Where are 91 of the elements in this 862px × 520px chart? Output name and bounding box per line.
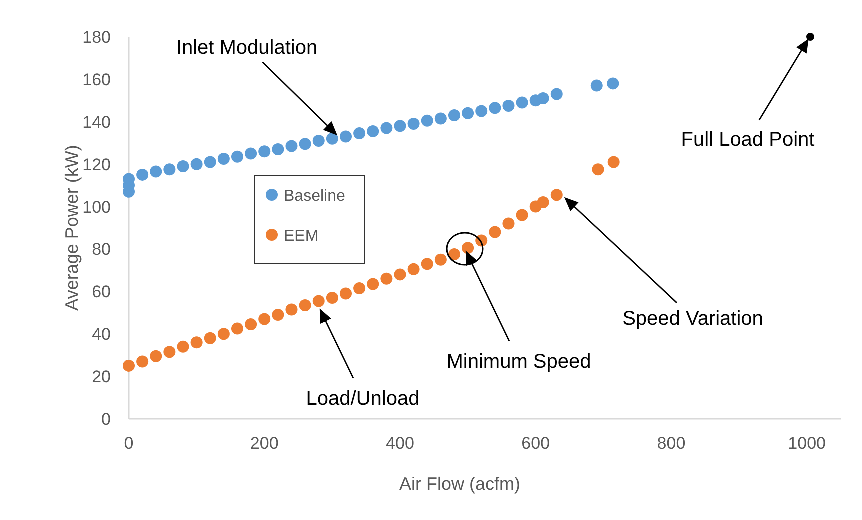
point bbox=[434, 254, 447, 266]
point bbox=[258, 146, 271, 158]
point bbox=[502, 218, 515, 230]
point bbox=[434, 112, 447, 125]
point bbox=[516, 96, 528, 109]
y-tick-label: 60 bbox=[92, 282, 111, 302]
y-tick-label: 20 bbox=[92, 368, 111, 387]
point bbox=[326, 292, 338, 304]
point bbox=[408, 263, 420, 276]
annotation: Inlet Modulation bbox=[176, 37, 318, 59]
point bbox=[164, 346, 176, 358]
point bbox=[592, 164, 604, 176]
point bbox=[608, 156, 620, 168]
point bbox=[272, 309, 284, 322]
point bbox=[326, 132, 338, 145]
point bbox=[607, 78, 620, 90]
point bbox=[204, 156, 216, 168]
point bbox=[462, 107, 474, 120]
point bbox=[537, 92, 550, 105]
point bbox=[367, 125, 380, 138]
point bbox=[218, 153, 230, 166]
x-tick-label: 600 bbox=[522, 434, 550, 453]
point bbox=[340, 288, 352, 300]
point bbox=[218, 328, 230, 340]
point bbox=[550, 88, 563, 100]
point bbox=[354, 128, 366, 140]
point bbox=[204, 332, 216, 344]
point bbox=[476, 105, 488, 118]
point bbox=[245, 148, 258, 160]
y-axis-title: Average Power (kW) bbox=[62, 145, 82, 311]
point bbox=[448, 248, 460, 261]
legend-label: Baseline bbox=[284, 188, 346, 205]
point bbox=[136, 356, 149, 368]
y-tick-label: 40 bbox=[92, 325, 111, 344]
point bbox=[286, 304, 298, 316]
point bbox=[421, 114, 434, 127]
point bbox=[537, 196, 550, 209]
annotation: Full Load Point bbox=[681, 129, 816, 151]
point bbox=[550, 189, 563, 202]
point bbox=[421, 258, 434, 270]
point bbox=[245, 318, 258, 331]
annotation: Load/Unload bbox=[306, 388, 420, 410]
y-tick-label: 120 bbox=[82, 155, 111, 174]
point bbox=[150, 166, 162, 178]
y-tick-label: 180 bbox=[82, 28, 111, 47]
annotation: Speed Variation bbox=[622, 308, 764, 330]
y-tick-label: 0 bbox=[102, 410, 111, 429]
legend-label: EEM bbox=[284, 228, 319, 245]
point bbox=[231, 322, 244, 335]
y-tick-label: 100 bbox=[82, 198, 111, 217]
x-tick-label: 400 bbox=[386, 434, 414, 453]
point bbox=[394, 268, 406, 281]
x-tick-label: 800 bbox=[657, 434, 686, 453]
y-tick-label: 140 bbox=[82, 112, 111, 132]
point bbox=[516, 209, 528, 222]
y-tick-label: 80 bbox=[92, 240, 111, 260]
point bbox=[380, 272, 393, 285]
point bbox=[177, 160, 190, 172]
point bbox=[408, 118, 420, 130]
point bbox=[448, 110, 460, 122]
point bbox=[502, 100, 515, 112]
y-tick-label: 160 bbox=[82, 70, 111, 90]
point bbox=[286, 140, 298, 152]
point bbox=[340, 130, 352, 143]
annotation: Minimum Speed bbox=[446, 351, 592, 373]
point bbox=[367, 278, 380, 290]
point bbox=[123, 360, 135, 372]
point bbox=[380, 122, 393, 134]
point bbox=[806, 33, 814, 41]
point bbox=[177, 340, 190, 353]
point bbox=[231, 150, 244, 163]
point bbox=[136, 168, 149, 181]
point bbox=[299, 138, 312, 150]
point bbox=[164, 164, 176, 176]
point bbox=[272, 143, 284, 156]
point bbox=[489, 102, 502, 114]
x-tick-label: 200 bbox=[250, 434, 279, 453]
point bbox=[354, 282, 366, 294]
point bbox=[150, 350, 162, 362]
point bbox=[312, 295, 325, 308]
point bbox=[258, 313, 271, 326]
point bbox=[190, 158, 203, 170]
point bbox=[312, 134, 325, 147]
point bbox=[489, 226, 502, 238]
point bbox=[394, 120, 406, 132]
point bbox=[590, 80, 603, 92]
x-tick-label: 0 bbox=[124, 434, 134, 453]
x-tick-label: 1000 bbox=[788, 434, 826, 453]
x-axis-title: Air Flow (acfm) bbox=[400, 474, 520, 494]
point bbox=[190, 336, 203, 349]
point bbox=[299, 299, 312, 312]
